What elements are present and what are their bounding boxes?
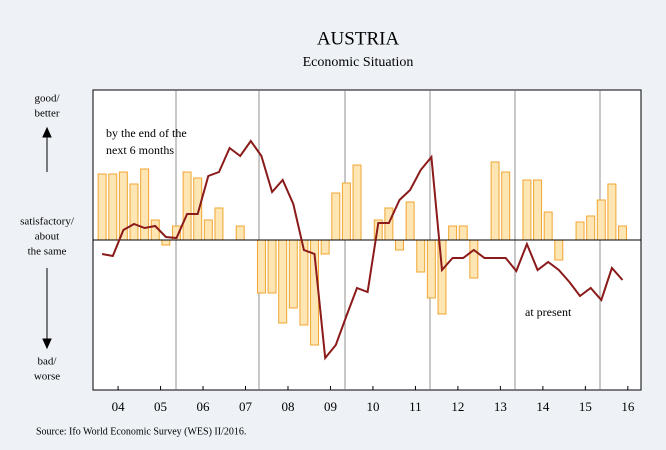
bar xyxy=(320,239,330,255)
bar xyxy=(267,239,277,294)
x-tick-label: 06 xyxy=(197,399,211,414)
bar xyxy=(331,192,341,241)
bar xyxy=(352,164,362,241)
line xyxy=(101,139,624,361)
bar xyxy=(299,239,309,326)
annotation: at present xyxy=(525,305,572,319)
bar xyxy=(575,221,585,241)
bar xyxy=(458,225,468,241)
x-tick-label: 16 xyxy=(621,399,635,414)
x-tick-label: 07 xyxy=(239,399,253,414)
bar xyxy=(193,177,203,241)
bar xyxy=(97,173,107,241)
bar xyxy=(182,171,192,241)
x-tick-label: 13 xyxy=(494,399,507,414)
source: Source: Ifo World Economic Survey (WES) … xyxy=(36,426,246,437)
y-label: satisfactory/ xyxy=(20,216,75,228)
bar xyxy=(341,182,351,241)
x-tick-label: 12 xyxy=(451,399,464,414)
bar xyxy=(586,215,596,241)
bar xyxy=(278,239,288,324)
bar xyxy=(140,168,150,241)
annotation: next 6 months xyxy=(106,143,174,157)
y-label: bad/ xyxy=(38,356,58,368)
chart-subtitle: Economic Situation xyxy=(303,55,414,70)
x-tick-label: 04 xyxy=(112,399,126,414)
arrows xyxy=(42,126,52,350)
y-label: better xyxy=(34,108,59,120)
bar xyxy=(469,239,479,279)
x-tick-label: 09 xyxy=(324,399,337,414)
arrow-down-head xyxy=(42,338,52,350)
x-tick-label: 08 xyxy=(281,399,294,414)
bar xyxy=(618,225,628,241)
bar xyxy=(416,239,426,273)
bar xyxy=(543,211,553,241)
x-tick-label: 10 xyxy=(366,399,379,414)
bar xyxy=(596,199,606,241)
y-label: worse xyxy=(34,371,60,383)
bar xyxy=(490,161,500,241)
arrow-up-head xyxy=(42,126,52,138)
bar xyxy=(607,183,617,241)
bar xyxy=(203,219,213,241)
bar xyxy=(522,179,532,241)
x-tick-label: 11 xyxy=(409,399,422,414)
bar xyxy=(437,239,447,315)
bar xyxy=(161,239,171,246)
annotation: by the end of the xyxy=(106,126,187,140)
x-tick-label: 05 xyxy=(154,399,167,414)
y-label: about xyxy=(35,231,59,243)
bar xyxy=(448,225,458,241)
bar xyxy=(405,201,415,241)
y-label: good/ xyxy=(34,93,60,105)
bar xyxy=(554,239,564,261)
x-tick-label: 15 xyxy=(579,399,592,414)
bar xyxy=(288,239,298,309)
x-tick-label: 14 xyxy=(536,399,550,414)
bar xyxy=(129,183,139,241)
bar xyxy=(214,207,224,241)
y-label: the same xyxy=(28,246,67,258)
bar xyxy=(533,179,543,241)
bar xyxy=(235,225,245,241)
bar xyxy=(426,239,436,299)
bar xyxy=(501,171,511,241)
chart-title: AUSTRIA xyxy=(317,28,400,49)
bar xyxy=(256,239,266,294)
bar xyxy=(108,173,118,241)
bar xyxy=(395,239,404,251)
